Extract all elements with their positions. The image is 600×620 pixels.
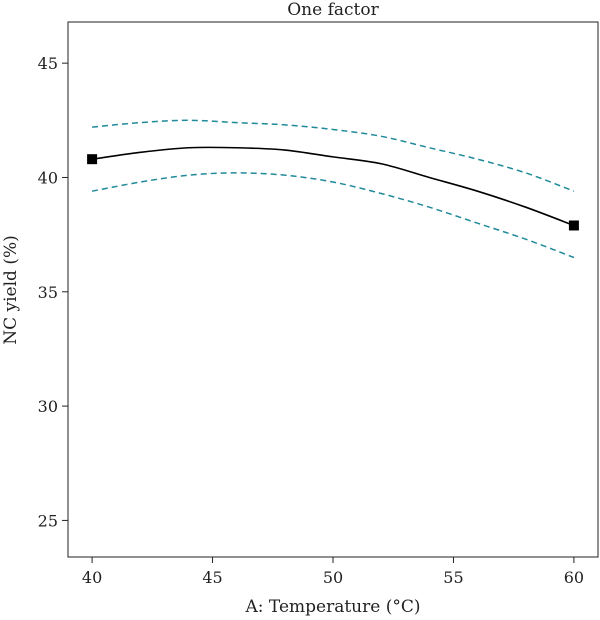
x-axis: 40 45 50 55 60 bbox=[82, 557, 584, 587]
x-tick-label: 60 bbox=[564, 568, 584, 587]
y-tick-label: 30 bbox=[38, 397, 58, 416]
chart-title: One factor bbox=[287, 0, 379, 20]
design-point-marker bbox=[568, 220, 579, 231]
x-tick-label: 45 bbox=[202, 568, 222, 587]
x-axis-label: A: Temperature (°C) bbox=[245, 597, 421, 617]
series-layer bbox=[91, 119, 575, 259]
y-tick-label: 45 bbox=[38, 54, 58, 73]
lower-confidence-band-line bbox=[91, 172, 575, 259]
x-tick-label: 40 bbox=[82, 568, 102, 587]
x-tick-label: 50 bbox=[323, 568, 343, 587]
y-tick-label: 35 bbox=[38, 283, 58, 302]
prediction-line bbox=[91, 146, 575, 227]
design-points bbox=[87, 154, 579, 231]
design-point-marker bbox=[87, 154, 98, 165]
upper-confidence-band-line bbox=[92, 119, 575, 192]
y-tick-label: 25 bbox=[38, 511, 58, 530]
y-axis-label: NC yield (%) bbox=[1, 235, 21, 345]
x-tick-label: 55 bbox=[443, 568, 463, 587]
y-axis: 25 30 35 40 45 bbox=[38, 54, 68, 530]
plot-frame bbox=[67, 21, 599, 558]
y-tick-label: 40 bbox=[38, 168, 58, 187]
